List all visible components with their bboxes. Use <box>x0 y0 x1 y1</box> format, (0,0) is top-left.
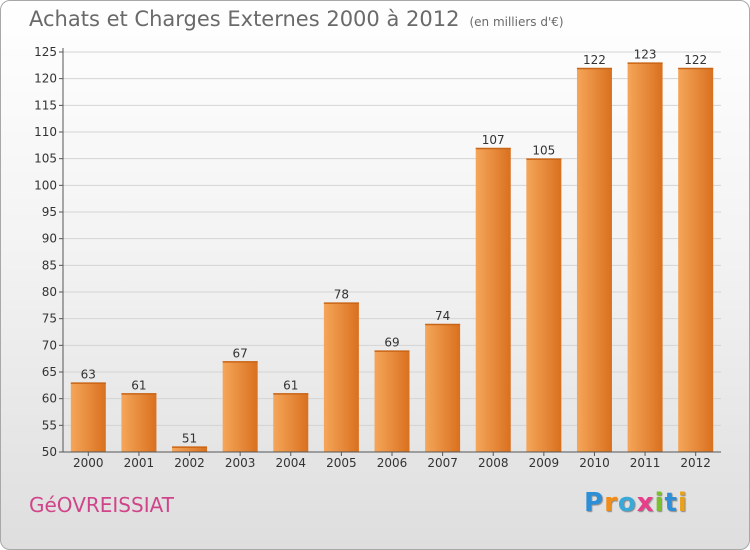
y-tick-label: 50 <box>42 445 57 459</box>
x-tick-label: 2003 <box>225 456 256 470</box>
bar <box>323 302 359 452</box>
chart-title-unit: (en milliers d'€) <box>469 15 564 29</box>
bar <box>222 361 258 452</box>
y-tick-label: 55 <box>42 418 57 432</box>
x-tick-label: 2000 <box>73 456 104 470</box>
bar <box>273 393 309 452</box>
x-tick-label: 2006 <box>377 456 408 470</box>
x-tick-label: 2007 <box>427 456 458 470</box>
chart-title-text: Achats et Charges Externes 2000 à 2012 <box>29 7 460 31</box>
proxiti-logo: Proxiti <box>584 488 688 518</box>
labels: 50 55 60 65 70 75 80 85 90 95 100 105 110 115 120 125 63… <box>34 45 711 470</box>
bar <box>172 446 208 452</box>
y-tick-label: 125 <box>34 45 57 59</box>
x-tick-label: 2008 <box>478 456 509 470</box>
y-tick-label: 65 <box>42 365 57 379</box>
data-label: 105 <box>532 144 555 158</box>
data-label: 51 <box>182 432 197 446</box>
bar <box>627 62 663 453</box>
data-label: 61 <box>131 378 146 392</box>
x-tick-label: 2002 <box>174 456 205 470</box>
data-label: 67 <box>233 346 248 360</box>
data-label: 63 <box>81 368 96 382</box>
bar <box>475 148 511 452</box>
bar <box>526 158 562 452</box>
y-tick-label: 95 <box>42 205 57 219</box>
data-label: 123 <box>634 48 657 62</box>
data-label: 78 <box>334 288 349 302</box>
data-label: 122 <box>583 53 606 67</box>
chart-title: Achats et Charges Externes 2000 à 2012 (e… <box>29 7 564 31</box>
data-label: 61 <box>283 378 298 392</box>
x-tick-label: 2009 <box>529 456 560 470</box>
x-tick-label: 2001 <box>124 456 155 470</box>
x-tick-label: 2012 <box>680 456 711 470</box>
x-tick-label: 2010 <box>579 456 610 470</box>
bar <box>374 350 410 452</box>
y-tick-label: 115 <box>34 98 57 112</box>
y-tick-label: 60 <box>42 392 57 406</box>
data-label: 69 <box>384 336 399 350</box>
bar <box>576 68 612 452</box>
data-label: 107 <box>482 133 505 147</box>
bars <box>70 62 714 453</box>
y-tick-label: 110 <box>34 125 57 139</box>
y-tick-label: 105 <box>34 152 57 166</box>
x-tick-label: 2004 <box>275 456 306 470</box>
data-label: 74 <box>435 309 450 323</box>
bar <box>70 382 106 452</box>
y-tick-label: 80 <box>42 285 57 299</box>
commune-name: GéOVREISSIAT <box>29 493 174 517</box>
x-tick-label: 2005 <box>326 456 357 470</box>
bar <box>425 324 461 452</box>
y-tick-label: 120 <box>34 72 57 86</box>
data-label: 122 <box>684 53 707 67</box>
y-tick-label: 75 <box>42 312 57 326</box>
y-tick-label: 90 <box>42 232 57 246</box>
x-tick-label: 2011 <box>630 456 661 470</box>
bar <box>678 68 714 452</box>
y-tick-label: 100 <box>34 178 57 192</box>
bar <box>121 393 157 452</box>
y-tick-label: 85 <box>42 258 57 272</box>
y-tick-label: 70 <box>42 338 57 352</box>
axes <box>59 48 721 456</box>
